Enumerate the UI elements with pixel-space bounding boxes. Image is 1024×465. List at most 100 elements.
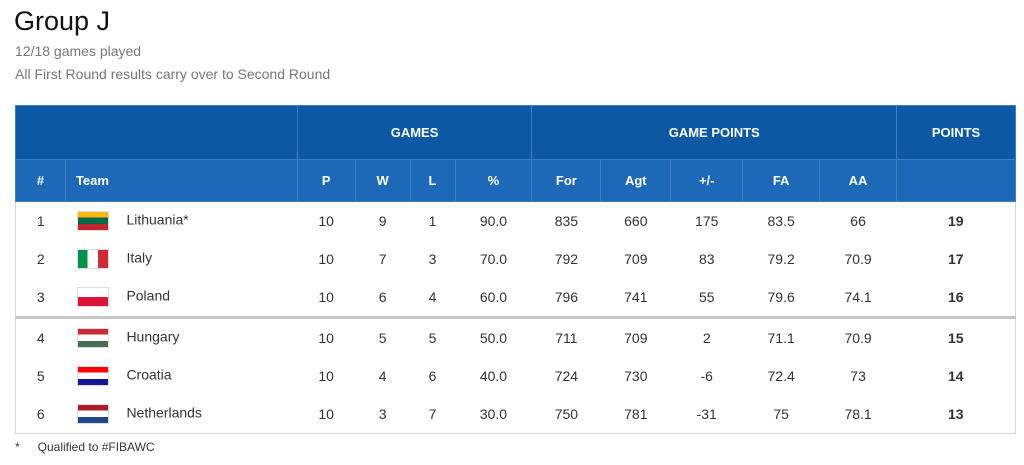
- stat-cell: 30.0: [479, 406, 508, 422]
- stat-cell: 796: [554, 289, 579, 305]
- team-name: Hungary: [126, 328, 180, 345]
- column-header: FA: [742, 159, 821, 202]
- stat-cell: 660: [624, 213, 648, 229]
- flag: [77, 211, 110, 231]
- points-cell: 16: [947, 289, 964, 305]
- stat-cell: 724: [554, 368, 579, 384]
- column-header: [896, 159, 1016, 202]
- stat-cell: 6: [36, 406, 45, 422]
- team-cell: Lithuania*: [65, 202, 297, 241]
- team-cell: Hungary: [65, 316, 298, 357]
- stat-cell: 781: [624, 406, 648, 422]
- flag: [77, 404, 110, 424]
- team-name: Poland: [126, 287, 171, 304]
- stat-cell: 74.1: [844, 289, 872, 305]
- stat-cell: 7: [378, 251, 387, 267]
- team-cell: Croatia: [65, 357, 297, 395]
- stat-cell: 10: [297, 316, 356, 357]
- flag: [77, 366, 110, 386]
- stat-cell: 7: [428, 406, 437, 422]
- column-header: +/-: [670, 159, 744, 202]
- stat-cell: 4: [378, 368, 387, 384]
- stat-cell: 10: [318, 213, 334, 229]
- column-header: %: [454, 159, 533, 202]
- stat-cell: 73: [850, 368, 866, 384]
- standings-table: GAMES GAME POINTS POINTS # Team P W L% For Agt…: [15, 105, 1016, 434]
- stat-cell: 3: [428, 251, 437, 267]
- column-header-row: # Team P W L% For Agt +/- FA AA: [15, 159, 1016, 202]
- stat-cell: 792: [554, 251, 579, 267]
- flag: [77, 328, 110, 348]
- points-cell: 17: [947, 251, 964, 267]
- team-row: 4 Hungary 10 5 5 50.0 711 709 2 71.1 70.9 15: [15, 316, 1016, 357]
- table-body: 1 Lithuania* 10 9 1 90.0 835 660 175 83.5 66 19 2 Ita…: [15, 202, 1016, 434]
- team-cell: Italy: [65, 240, 297, 278]
- column-header: W: [354, 159, 411, 202]
- team-row: 5 Croatia 10 4 6 40.0 724 730 -6 72.4 73 14: [16, 357, 1016, 395]
- stat-cell: 835: [554, 213, 579, 229]
- team-name: Lithuania*: [126, 211, 189, 228]
- stat-cell: 79.6: [767, 289, 795, 305]
- team-row: 1 Lithuania* 10 9 1 90.0 835 660 175 83.5 66 19: [16, 202, 1016, 241]
- column-header: Team: [64, 159, 298, 202]
- stat-cell: 60.0: [479, 289, 508, 305]
- stat-cell: 741: [624, 289, 648, 305]
- column-header: Agt: [600, 159, 672, 202]
- stat-cell: 2: [670, 316, 743, 357]
- team-name: Italy: [126, 249, 153, 266]
- stat-cell: 5: [410, 316, 455, 357]
- footnote-mark: *: [15, 440, 20, 454]
- group-header-row: GAMES GAME POINTS POINTS: [15, 105, 1016, 160]
- stat-cell: 10: [318, 406, 334, 422]
- stat-cell: 1: [428, 213, 437, 229]
- stat-cell: 71.1: [742, 316, 820, 357]
- stat-cell: 70.0: [479, 251, 508, 267]
- team-name: Netherlands: [126, 404, 202, 421]
- column-header: #: [15, 159, 66, 202]
- points-cell: 15: [896, 316, 1016, 357]
- stat-cell: -6: [700, 368, 713, 384]
- stat-cell: 66: [850, 213, 866, 229]
- stat-cell: 55: [698, 289, 715, 305]
- column-header: P: [296, 159, 356, 202]
- stat-cell: 6: [428, 368, 437, 384]
- points-cell: 19: [947, 213, 964, 229]
- stat-cell: 6: [378, 289, 387, 305]
- column-header: For: [531, 159, 602, 202]
- stat-cell: 711: [531, 316, 601, 357]
- team-name: Croatia: [126, 366, 172, 383]
- footnote: * Qualified to #FIBAWC: [15, 440, 155, 454]
- stat-cell: 90.0: [479, 213, 508, 229]
- stat-cell: 70.9: [844, 251, 872, 267]
- stat-cell: 709: [624, 251, 648, 267]
- team-cell: Netherlands: [65, 395, 297, 434]
- team-row: 3 Poland 10 6 4 60.0 796 741 55 79.6 74.1 16: [16, 278, 1016, 318]
- stat-cell: 1: [36, 213, 45, 229]
- stat-cell: 4: [15, 316, 66, 357]
- stat-cell: 5: [36, 368, 45, 384]
- flag: [77, 287, 110, 307]
- stat-cell: 10: [318, 289, 334, 305]
- footnote-text: Qualified to #FIBAWC: [37, 440, 155, 454]
- stat-cell: 9: [378, 213, 387, 229]
- points-cell: 14: [947, 368, 964, 384]
- group-header: POINTS: [896, 105, 1016, 160]
- subtitle: 12/18 games played: [15, 43, 142, 59]
- stat-cell: 50.0: [455, 316, 532, 357]
- column-header: AA: [819, 159, 898, 202]
- header-cell: [15, 105, 298, 160]
- stat-cell: 709: [600, 316, 671, 357]
- stat-cell: 4: [428, 289, 437, 305]
- stat-cell: 175: [695, 213, 719, 229]
- stat-cell: 730: [624, 368, 648, 384]
- stat-cell: 40.0: [479, 368, 508, 384]
- stat-cell: 10: [318, 368, 334, 384]
- stat-cell: 10: [318, 251, 334, 267]
- stat-cell: 3: [36, 289, 45, 305]
- stat-cell: 2: [36, 251, 45, 267]
- group-header: GAME POINTS: [531, 105, 898, 160]
- stat-cell: 72.4: [767, 368, 795, 384]
- group-header: GAMES: [296, 105, 533, 160]
- flag: [77, 249, 110, 269]
